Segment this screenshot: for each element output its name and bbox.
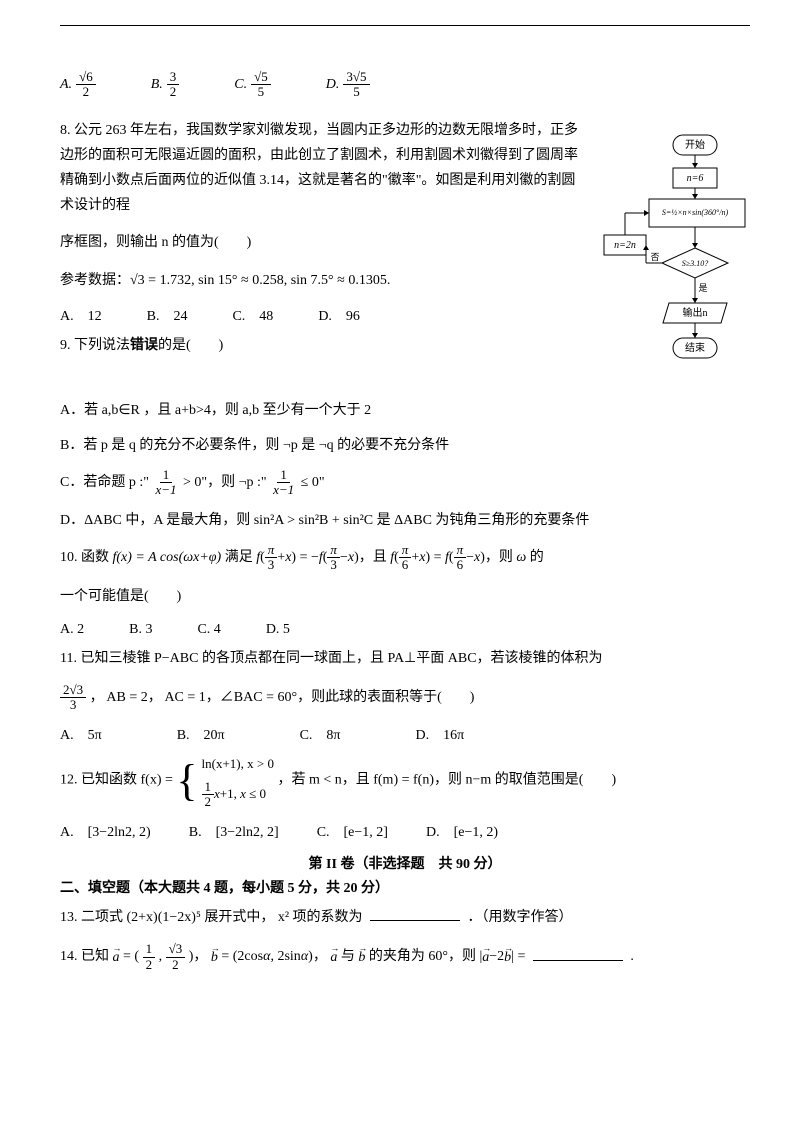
q10-option-d: D. 5 [266,622,290,638]
fraction: 3 2 [167,70,180,100]
q9-bold: 错误 [130,338,158,353]
q8-stem2: 序框图，则输出 n 的值为( ) [60,230,583,255]
q11-options: A. 5π B. 20π C. 8π D. 16π [60,724,750,744]
q8-text-column: 8. 公元 263 年左右，我国数学家刘徽发现，当圆内正多边形的边数无限增多时，… [60,118,583,388]
q11-frac: 2√3 3 [60,683,86,713]
q9-choice-b: B．若 p 是 q 的充分不必要条件，则 ¬p 是 ¬q 的必要不充分条件 [60,433,750,458]
pw-line1: ln(x+1), x > 0 [202,752,274,775]
q8-option-d: D. 96 [318,305,360,325]
q11-text2: ， AB = 2， AC = 1，∠BAC = 60°，则此球的表面积等于( ) [90,690,475,705]
fc-decision-label: S≥3.10? [682,259,708,268]
q12-option-d: D. [e−1, 2) [426,821,498,841]
q12-stem: 12. 已知函数 f(x) = { ln(x+1), x > 0 12x+1, … [60,752,750,809]
q7-option-a: A. √6 2 [60,70,96,100]
q8-text1: 8. 公元 263 年左右，我国数学家刘徽发现，当圆内正多边形的边数无限增多时，… [60,123,578,214]
q8-option-b: B. 24 [147,305,188,325]
q9-stem-post: 的是( ) [158,338,223,353]
q10-option-c: C. 4 [197,622,220,638]
q9c-mid: > 0"，则 ¬p :" [183,475,267,490]
q13: 13. 二项式 (2+x)(1−2x)⁵ 展开式中， x² 项的系数为 ．（用数… [60,905,750,930]
q9c-frac1: 1 x−1 [152,468,179,498]
option-label: A. [60,77,72,93]
section2-sub: 二、填空题（本大题共 4 题，每小题 5 分，共 20 分） [60,877,750,897]
fc-end-label: 结束 [685,341,705,354]
piecewise-body: ln(x+1), x > 0 12x+1, x ≤ 0 [202,752,274,809]
q9-stem: 9. 下列说法错误的是( ) [60,333,583,358]
q14-post: . [630,950,634,965]
q11-option-d: D. 16π [416,724,465,744]
q8-flowchart: 开始 n=6 S=½×n×sin(360°/n) n=2n S≥3.10? 输出… [595,118,750,388]
option-label: C. [234,77,247,93]
fraction: √6 2 [76,70,96,100]
q14-frac2: √3 2 [166,942,186,972]
brace-icon: { [176,763,197,798]
fc-no-label: 否 [650,252,659,262]
q13-blank [370,920,460,921]
q8-option-c: C. 48 [232,305,273,325]
q10-text: 10. 函数 f(x) = A cos(ωx+φ) 满足 f(π3+x) = −… [60,550,544,565]
q11-stem2: 2√3 3 ， AB = 2， AC = 1，∠BAC = 60°，则此球的表面… [60,683,750,713]
q10-options: A. 2 B. 3 C. 4 D. 5 [60,622,750,638]
page-content: A. √6 2 B. 3 2 C. √5 5 D. 3√5 5 [60,70,750,972]
pw-line2: 12x+1, x ≤ 0 [202,780,274,810]
q14: 14. 已知 a = ( 1 2 , √3 2 )， b = (2cosα, 2… [60,942,750,972]
q9c-frac2: 1 x−1 [270,468,297,498]
q8-reference-data: 参考数据：√3 = 1.732, sin 15° ≈ 0.258, sin 7.… [60,268,583,293]
q11-stem: 11. 已知三棱锥 P−ABC 的各顶点都在同一球面上，且 PA⊥平面 ABC，… [60,646,750,671]
q12-option-a: A. [3−2ln2, 2) [60,821,151,841]
q12-piecewise: { ln(x+1), x > 0 12x+1, x ≤ 0 [176,752,274,809]
option-label: D. [326,77,340,93]
q10-stem: 10. 函数 f(x) = A cos(ωx+φ) 满足 f(π3+x) = −… [60,543,750,573]
fc-update-label: n=2n [614,240,636,251]
q9-stem-pre: 9. 下列说法 [60,338,130,353]
q12-post: ，若 m < n，且 f(m) = f(n)，则 n−m 的取值范围是( ) [277,773,616,788]
q7-option-c: C. √5 5 [234,70,270,100]
q13-suffix: ．（用数字作答） [468,910,573,925]
q8-stem: 8. 公元 263 年左右，我国数学家刘徽发现，当圆内正多边形的边数无限增多时，… [60,118,583,219]
q12-option-b: B. [3−2ln2, 2] [189,821,279,841]
fc-output-label: 输出n [683,306,708,319]
fraction: √5 5 [251,70,271,100]
q7-option-d: D. 3√5 5 [326,70,370,100]
fc-yes-label: 是 [698,283,707,293]
fc-calc-label: S=½×n×sin(360°/n) [662,208,729,217]
flowchart-svg: 开始 n=6 S=½×n×sin(360°/n) n=2n S≥3.10? 输出… [595,118,750,388]
q10-option-b: B. 3 [129,622,152,638]
q14-blank [533,960,623,961]
q7-options: A. √6 2 B. 3 2 C. √5 5 D. 3√5 5 [60,70,750,100]
option-label: B. [151,77,163,93]
section2-header: 第 II 卷（非选择题 共 90 分） [60,853,750,873]
q8-options: A. 12 B. 24 C. 48 D. 96 [60,305,583,325]
q10-option-a: A. 2 [60,622,84,638]
q14-frac1: 1 2 [143,942,156,972]
q8-container: 8. 公元 263 年左右，我国数学家刘徽发现，当圆内正多边形的边数无限增多时，… [60,118,750,388]
q11-option-c: C. 8π [300,724,341,744]
fc-init-label: n=6 [687,173,704,184]
q9-choice-d: D．ΔABC 中，A 是最大角，则 sin²A > sin²B + sin²C … [60,508,750,533]
q12-pre: 12. 已知函数 f(x) = [60,773,176,788]
q14-pre: 14. 已知 a = ( [60,950,139,965]
q11-option-a: A. 5π [60,724,102,744]
q14-mid2: )， b = (2cosα, 2sinα)， a 与 b 的夹角为 60°，则 … [189,950,526,965]
q12-option-c: C. [e−1, 2] [317,821,388,841]
page-top-rule [60,25,750,26]
q9c-pre: C．若命题 p :" [60,475,149,490]
q7-option-b: B. 3 2 [151,70,180,100]
q14-mid1: , [159,950,166,965]
q10-stem2: 一个可能值是( ) [60,584,750,609]
q8-option-a: A. 12 [60,305,102,325]
q9-choice-c: C．若命题 p :" 1 x−1 > 0"，则 ¬p :" 1 x−1 ≤ 0" [60,468,750,498]
fc-start-label: 开始 [685,138,705,151]
q13-text: 13. 二项式 (2+x)(1−2x)⁵ 展开式中， x² 项的系数为 [60,910,363,925]
q9c-post: ≤ 0" [301,475,325,490]
q11-option-b: B. 20π [177,724,225,744]
q12-options: A. [3−2ln2, 2) B. [3−2ln2, 2] C. [e−1, 2… [60,821,750,841]
q9-choice-a: A．若 a,b∈R ，且 a+b>4，则 a,b 至少有一个大于 2 [60,398,750,423]
q9-choices: A．若 a,b∈R ，且 a+b>4，则 a,b 至少有一个大于 2 B．若 p… [60,398,750,533]
fraction: 3√5 5 [343,70,369,100]
